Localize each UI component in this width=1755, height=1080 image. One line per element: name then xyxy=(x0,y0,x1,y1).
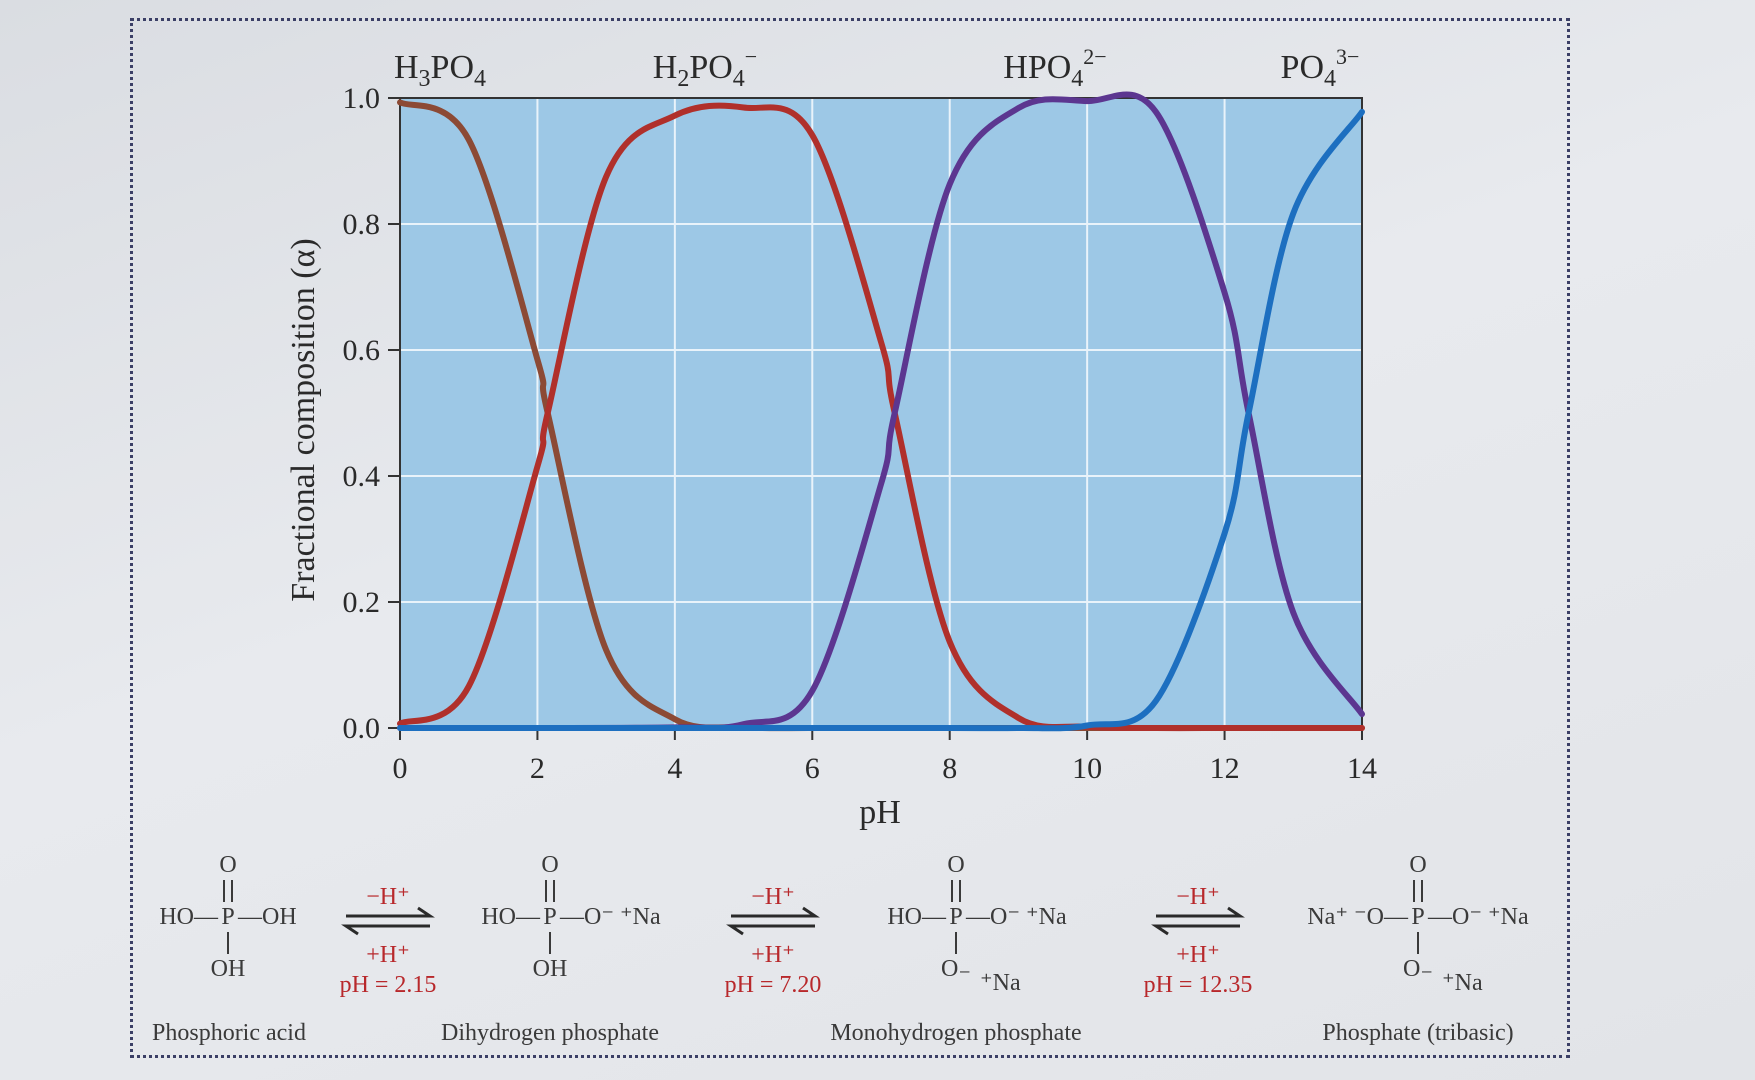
species-label-4: PO43− xyxy=(1281,44,1360,92)
structure-3: OHO— P —O⁻ ⁺Na O₋ ⁺Na Monohydrogen phosphate xyxy=(830,852,1081,1046)
pka-label: pH = 2.15 xyxy=(340,972,437,998)
forward-arrow xyxy=(346,906,435,918)
x-tick-label: 6 xyxy=(805,752,820,785)
figure-frame xyxy=(130,18,1570,1058)
forward-label: −H⁺ xyxy=(751,884,795,910)
structure-bottom-group: OH xyxy=(533,956,568,982)
series-line-2 xyxy=(397,102,1365,732)
structure-top-o: O xyxy=(541,852,558,878)
reverse-arrow xyxy=(341,924,430,936)
structure-phosphorus: P xyxy=(1411,904,1424,930)
structure-phosphorus: P xyxy=(221,904,234,930)
structure-left-group: HO— xyxy=(481,904,541,930)
species-label-3: HPO42− xyxy=(1003,44,1106,92)
reverse-label: +H⁺ xyxy=(1176,942,1220,968)
y-tick-label: 0.2 xyxy=(343,586,381,619)
structure-4: ONa⁺ ⁻O— P —O⁻ ⁺Na O₋ ⁺Na Phosphate (tribasic… xyxy=(1307,852,1529,1046)
pka-label: pH = 7.20 xyxy=(725,972,822,998)
structure-bottom-group: O₋ xyxy=(1403,956,1433,982)
y-tick-label: 1.0 xyxy=(343,82,381,115)
structure-left-group: HO— xyxy=(887,904,947,930)
structure-bottom-group: OH xyxy=(211,956,246,982)
y-tick-label: 0.4 xyxy=(343,460,381,493)
reverse-label: +H⁺ xyxy=(751,942,795,968)
structure-top-o: O xyxy=(219,852,236,878)
structure-right-group: —O⁻ ⁺Na xyxy=(965,904,1067,930)
structure-left-group: Na⁺ ⁻O— xyxy=(1307,904,1409,930)
x-tick-label: 8 xyxy=(942,752,957,785)
structure-right-group: —O⁻ ⁺Na xyxy=(1427,904,1529,930)
forward-arrow xyxy=(1156,906,1245,918)
structure-top-o: O xyxy=(947,852,964,878)
structure-name: Monohydrogen phosphate xyxy=(830,1020,1081,1046)
structure-right-group: —O⁻ ⁺Na xyxy=(559,904,661,930)
y-axis-title: Fractional composition (α) xyxy=(285,238,322,601)
x-tick-label: 12 xyxy=(1210,752,1240,785)
structure-right-group: —OH xyxy=(237,904,297,930)
species-label-1: H3PO4 xyxy=(394,49,486,92)
plot-area xyxy=(400,98,1362,728)
y-tick-label: 0.6 xyxy=(343,334,381,367)
series-line-4 xyxy=(397,108,1365,732)
equilibrium-3: −H⁺ +H⁺ pH = 12.35 xyxy=(1144,884,1253,998)
structure-top-o: O xyxy=(1409,852,1426,878)
x-tick-label: 2 xyxy=(530,752,545,785)
reverse-arrow xyxy=(726,924,815,936)
x-tick-label: 10 xyxy=(1072,752,1102,785)
structure-name: Dihydrogen phosphate xyxy=(441,1020,659,1046)
structure-name: Phosphate (tribasic) xyxy=(1322,1020,1513,1046)
reverse-arrow xyxy=(1151,924,1240,936)
structure-1: OHO— P —OH OH Phosphoric acid xyxy=(152,852,306,1046)
forward-arrow xyxy=(731,906,820,918)
structure-bottom-ion: ⁺Na xyxy=(1442,970,1483,996)
structure-phosphorus: P xyxy=(949,904,962,930)
structure-left-group: HO— xyxy=(159,904,219,930)
x-tick-label: 4 xyxy=(667,752,682,785)
y-tick-label: 0.8 xyxy=(343,208,381,241)
structure-name: Phosphoric acid xyxy=(152,1020,306,1046)
reverse-label: +H⁺ xyxy=(366,942,410,968)
equilibrium-1: −H⁺ +H⁺ pH = 2.15 xyxy=(340,884,437,998)
species-label-2: H2PO4− xyxy=(653,44,757,92)
y-tick-label: 0.0 xyxy=(343,712,381,745)
forward-label: −H⁺ xyxy=(1176,884,1220,910)
x-tick-label: 14 xyxy=(1347,752,1377,785)
structure-bottom-ion: ⁺Na xyxy=(980,970,1021,996)
structure-2: OHO— P —O⁻ ⁺Na OH Dihydrogen phosphate xyxy=(441,852,661,1046)
x-tick-label: 0 xyxy=(393,752,408,785)
equilibrium-2: −H⁺ +H⁺ pH = 7.20 xyxy=(725,884,822,998)
structure-bottom-group: O₋ xyxy=(941,956,971,982)
x-axis-title: pH xyxy=(859,794,901,831)
forward-label: −H⁺ xyxy=(366,884,410,910)
structure-phosphorus: P xyxy=(543,904,556,930)
pka-label: pH = 12.35 xyxy=(1144,972,1253,998)
